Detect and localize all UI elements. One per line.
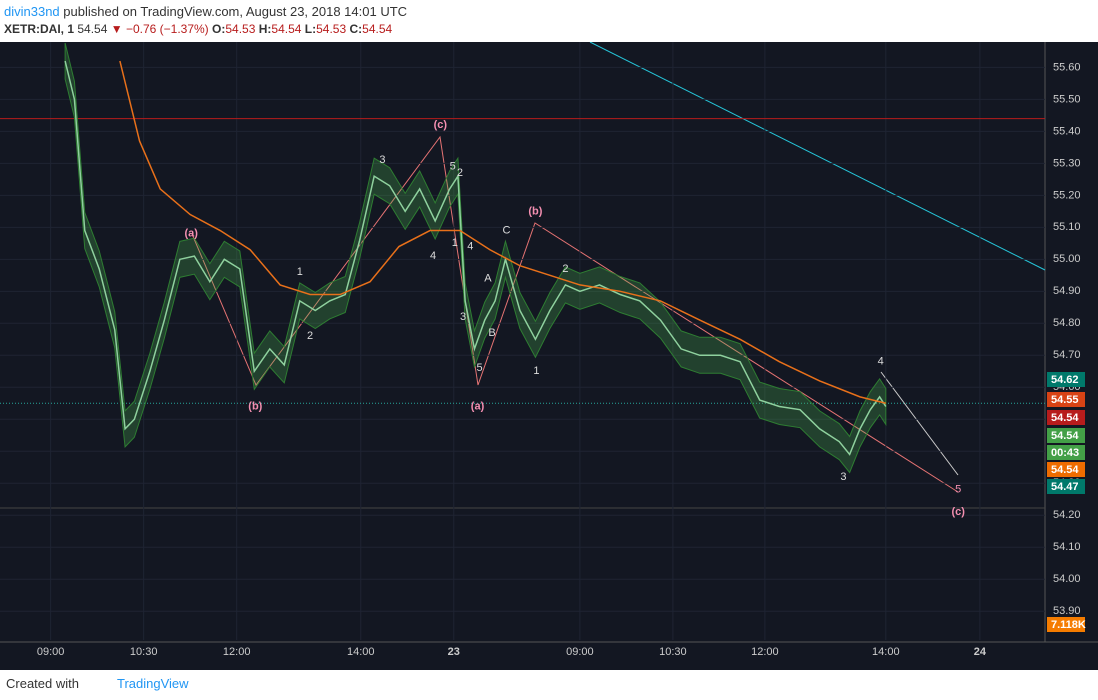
- chart: 53.9054.0054.1054.2054.3054.4054.5054.60…: [0, 42, 1098, 670]
- y-tick-label: 54.00: [1053, 573, 1081, 585]
- ohlc-line: XETR:DAI, 1 54.54 ▼ −0.76 (−1.37%) O:54.…: [4, 22, 392, 36]
- price-label: 54.54: [1051, 430, 1079, 442]
- wave-label: C: [503, 224, 511, 236]
- wave-label: A: [484, 272, 492, 284]
- y-tick-label: 54.80: [1053, 317, 1081, 329]
- symbol: XETR:DAI, 1: [4, 22, 75, 36]
- price-label: 54.54: [1051, 464, 1079, 476]
- published: published on TradingView.com, August 23,…: [63, 4, 408, 19]
- background: [0, 42, 1098, 670]
- wave-label: 3: [379, 154, 385, 166]
- high: 54.54: [271, 22, 302, 36]
- open: 54.53: [225, 22, 256, 36]
- wave-label: 5: [955, 484, 961, 496]
- y-tick-label: 55.10: [1053, 221, 1081, 233]
- price-label: 54.55: [1051, 394, 1079, 406]
- footer: Created with TradingView: [0, 670, 1098, 700]
- wave-label: B: [488, 327, 495, 339]
- price-label-box: [1047, 410, 1085, 425]
- wave-label: 3: [840, 471, 846, 483]
- wave-label: (a): [471, 400, 485, 412]
- author[interactable]: divin33nd: [4, 4, 60, 19]
- x-tick-label: 10:30: [659, 646, 687, 658]
- wave-label: 5: [477, 362, 483, 374]
- l: L:: [304, 22, 317, 36]
- wave-label: (c): [951, 506, 965, 518]
- x-tick-label: 14:00: [347, 646, 375, 658]
- wave-label: (c): [434, 119, 448, 131]
- o: O:: [212, 22, 226, 36]
- wave-label: 4: [467, 240, 473, 252]
- wave-label: (b): [248, 400, 262, 412]
- y-tick-label: 55.40: [1053, 125, 1081, 137]
- wave-label: (b): [528, 205, 542, 217]
- trend-line: [589, 42, 1046, 271]
- price-label-box: [1047, 479, 1085, 494]
- close: 54.54: [362, 22, 393, 36]
- price-label: 00:43: [1051, 447, 1079, 459]
- wave-label: 1: [297, 266, 303, 278]
- wave-label: 2: [307, 330, 313, 342]
- price-label: 54.62: [1051, 374, 1079, 386]
- x-tick-label: 09:00: [566, 646, 594, 658]
- price-label: 7.118K: [1051, 619, 1086, 631]
- x-tick-label: 12:00: [751, 646, 779, 658]
- y-tick-label: 54.10: [1053, 541, 1081, 553]
- moving-average: [119, 60, 887, 405]
- wave-label: 1: [452, 237, 458, 249]
- last: 54.54: [77, 22, 108, 36]
- wave-label: 2: [562, 263, 568, 275]
- h: H:: [258, 22, 272, 36]
- publish-line: divin33nd published on TradingView.com, …: [4, 4, 407, 19]
- x-tick-label: 09:00: [37, 646, 65, 658]
- projection-line: [880, 371, 959, 476]
- price-label: 54.47: [1051, 481, 1079, 493]
- x-tick-label: 23: [448, 646, 460, 658]
- created-with: Created with: [6, 676, 79, 691]
- x-tick-label: 24: [974, 646, 987, 658]
- brand[interactable]: TradingView: [117, 676, 189, 691]
- y-tick-label: 54.70: [1053, 349, 1081, 361]
- price-line: [64, 60, 887, 456]
- y-tick-label: 55.20: [1053, 189, 1081, 201]
- wave-label: (a): [184, 228, 198, 240]
- y-tick-label: 53.90: [1053, 605, 1081, 617]
- wave-label: 3: [460, 311, 466, 323]
- y-tick-label: 55.30: [1053, 157, 1081, 169]
- price-label-box: [1047, 445, 1085, 460]
- x-tick-label: 10:30: [130, 646, 158, 658]
- y-tick-label: 55.60: [1053, 61, 1081, 73]
- price-label-box: [1047, 428, 1085, 443]
- x-tick-label: 14:00: [872, 646, 900, 658]
- y-tick-label: 54.20: [1053, 509, 1081, 521]
- price-label-box: [1047, 372, 1085, 387]
- header-bar: divin33nd published on TradingView.com, …: [0, 0, 1098, 42]
- bollinger-band: [64, 42, 887, 474]
- x-tick-label: 12:00: [223, 646, 251, 658]
- wave-line: [191, 135, 959, 493]
- price-label-box: [1047, 392, 1085, 407]
- y-tick-label: 54.90: [1053, 285, 1081, 297]
- price-label: 54.54: [1051, 412, 1079, 424]
- low: 54.53: [316, 22, 347, 36]
- wave-label: 4: [878, 356, 884, 368]
- y-tick-label: 55.50: [1053, 93, 1081, 105]
- wave-label: 5: [450, 160, 456, 172]
- c: C:: [349, 22, 363, 36]
- wave-label: 2: [457, 167, 463, 179]
- change: ▼ −0.76 (−1.37%): [110, 22, 209, 36]
- y-tick-label: 55.00: [1053, 253, 1081, 265]
- wave-label: 1: [533, 365, 539, 377]
- price-label-box: [1047, 462, 1085, 477]
- wave-label: 4: [430, 250, 436, 262]
- price-label-box: [1047, 617, 1085, 632]
